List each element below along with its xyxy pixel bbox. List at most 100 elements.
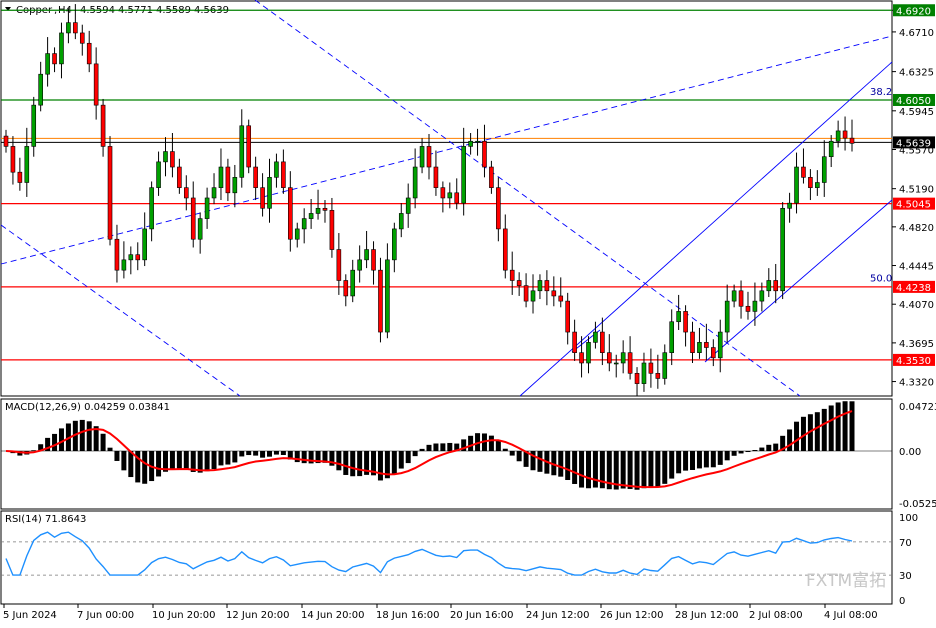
candle-body <box>183 187 189 199</box>
level-tag-bg <box>893 197 935 210</box>
macd-bar <box>107 447 113 451</box>
candles <box>3 4 855 396</box>
macd-bar <box>86 421 92 451</box>
macd-bar <box>537 451 543 472</box>
candle-body <box>537 280 543 292</box>
macd-bar <box>357 451 363 477</box>
trend-line <box>254 0 801 397</box>
candle-body <box>690 331 695 353</box>
macd-bar <box>377 451 383 481</box>
candle-body <box>66 22 71 34</box>
candle-body <box>281 161 286 188</box>
price-tags: 4.6920 4.6050 4.5045 4.4238 4.3530 4.5639 <box>893 4 935 367</box>
candle-body <box>711 347 716 359</box>
candle-body <box>156 161 161 188</box>
candle-body <box>773 280 779 292</box>
macd-bar <box>426 444 432 451</box>
rsi-axis: 100 70 30 0 <box>899 513 918 607</box>
candle-body <box>489 166 494 188</box>
time-tick-label: 10 Jun 20:00 <box>152 610 216 621</box>
macd-bar <box>475 433 481 451</box>
level-tag-bg <box>893 93 935 106</box>
macd-bar <box>683 451 689 471</box>
macd-bar <box>287 451 293 460</box>
candle-body <box>509 269 515 281</box>
price-tick-label: 4.5945 <box>899 107 934 118</box>
macd-bar <box>239 451 245 457</box>
macd-bar <box>176 451 182 469</box>
macd-bar <box>447 442 453 451</box>
macd-bar <box>246 451 252 456</box>
candle-body <box>815 182 820 188</box>
macd-bar <box>142 451 148 484</box>
candle-body <box>502 228 508 271</box>
macd-bar <box>579 451 585 488</box>
candle-body <box>454 192 460 204</box>
candle-body <box>350 269 356 297</box>
candle-body <box>100 104 106 147</box>
candle-body <box>371 249 376 271</box>
price-tick-label: 4.5570 <box>899 145 934 156</box>
rsi-label: RSI(14) 71.8643 <box>5 514 86 525</box>
candle-body <box>24 146 30 183</box>
macd-panel-frame <box>0 398 893 510</box>
macd-bar <box>724 451 730 461</box>
time-tick-label: 18 Jun 16:00 <box>376 610 440 621</box>
time-tick-label: 14 Jun 20:00 <box>301 610 365 621</box>
menu-triangle-icon[interactable] <box>5 7 11 11</box>
macd-bar <box>620 451 626 489</box>
macd-bar <box>253 451 259 456</box>
candle-body <box>163 151 168 163</box>
candle-body <box>412 166 418 199</box>
candle-body <box>3 135 9 147</box>
macd-bar <box>828 405 834 451</box>
level-tag-label: 4.4238 <box>896 283 931 294</box>
time-tick-label: 4 Jul 08:00 <box>824 610 878 621</box>
rsi-panel-frame <box>0 510 893 605</box>
macd-bar <box>190 451 196 472</box>
rsi-line <box>1 531 892 576</box>
macd-bar <box>197 451 203 473</box>
trend-line <box>704 199 893 363</box>
macd-bar <box>648 451 654 488</box>
macd-bar <box>530 451 536 471</box>
candle-body <box>246 125 252 168</box>
macd-tick-label: 0.04723 <box>899 402 936 413</box>
macd-bar <box>169 451 175 470</box>
macd-bar <box>613 451 619 490</box>
time-tick-label: 20 Jun 16:00 <box>450 610 514 621</box>
candle-body <box>662 352 668 379</box>
macd-bar <box>592 451 598 488</box>
macd-tick-label: -0.05259 <box>899 499 936 510</box>
candle-body <box>655 373 661 379</box>
candle-body <box>294 228 300 240</box>
macd-bar <box>343 451 349 475</box>
main-panel-frame <box>0 0 893 397</box>
macd-bar <box>516 451 522 462</box>
time-tick-label: 2 Jul 08:00 <box>749 610 803 621</box>
candle-body <box>600 331 605 353</box>
macd-bar <box>315 451 321 464</box>
candle-body <box>343 280 349 297</box>
macd-bar <box>710 451 716 468</box>
macd-bar <box>745 451 751 453</box>
candle-body <box>808 177 813 188</box>
candle-body <box>322 207 328 211</box>
macd-bar <box>398 451 404 469</box>
candle-body <box>731 290 737 302</box>
macd-bar <box>350 451 356 477</box>
macd-bar <box>301 451 307 464</box>
candle-body <box>405 197 411 214</box>
candle-body <box>828 140 834 158</box>
macd-bar <box>461 439 467 451</box>
candle-body <box>190 197 196 240</box>
candle-body <box>717 331 723 359</box>
candle-body <box>620 352 626 364</box>
candle-body <box>606 352 612 364</box>
candle-body <box>544 280 550 292</box>
macd-histogram <box>1 401 892 490</box>
candle-body <box>364 249 369 261</box>
macd-bar <box>468 435 474 451</box>
macd-bar <box>703 451 709 468</box>
